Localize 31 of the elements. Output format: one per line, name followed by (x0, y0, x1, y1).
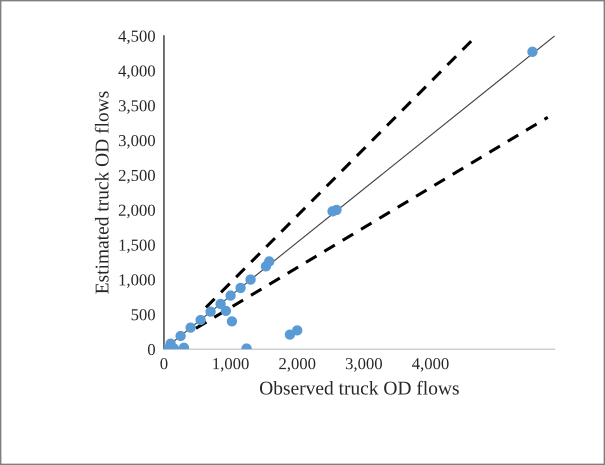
x-tick-label: 2,000 (279, 358, 316, 372)
y-tick-label: 4,000 (118, 65, 155, 79)
point (245, 274, 256, 285)
point (215, 298, 226, 310)
y-tick-label: 3,000 (118, 134, 155, 149)
y-axis-title: Estimated truck OD flows (94, 91, 109, 294)
point (220, 306, 232, 316)
x-axis-title: Observed truck OD flows (260, 380, 459, 395)
y-tick-label: 1,000 (120, 274, 155, 288)
x-tick-label: 3,000 (346, 358, 382, 372)
point (331, 204, 342, 216)
point (292, 325, 302, 336)
y-tick-label: 1,500 (120, 239, 155, 254)
y-tick-label: 500 (132, 309, 155, 320)
point (264, 256, 274, 267)
point (205, 306, 216, 317)
point (226, 316, 238, 327)
y-tick-label: 4,500 (118, 30, 155, 44)
x-tick-label: 1,000 (213, 358, 249, 372)
x-tick-label: 0 (160, 358, 168, 370)
y-tick-label: 3,500 (118, 100, 155, 114)
point (235, 282, 246, 294)
point (195, 314, 206, 326)
point (225, 290, 236, 301)
y-tick-label: 2,500 (118, 170, 155, 184)
point (175, 330, 186, 342)
x-tick-label: 4,000 (412, 358, 449, 372)
point (185, 322, 196, 333)
y-tick-label: 0 (148, 344, 155, 356)
y-tick-label: 2,000 (118, 204, 155, 218)
point (527, 46, 538, 57)
